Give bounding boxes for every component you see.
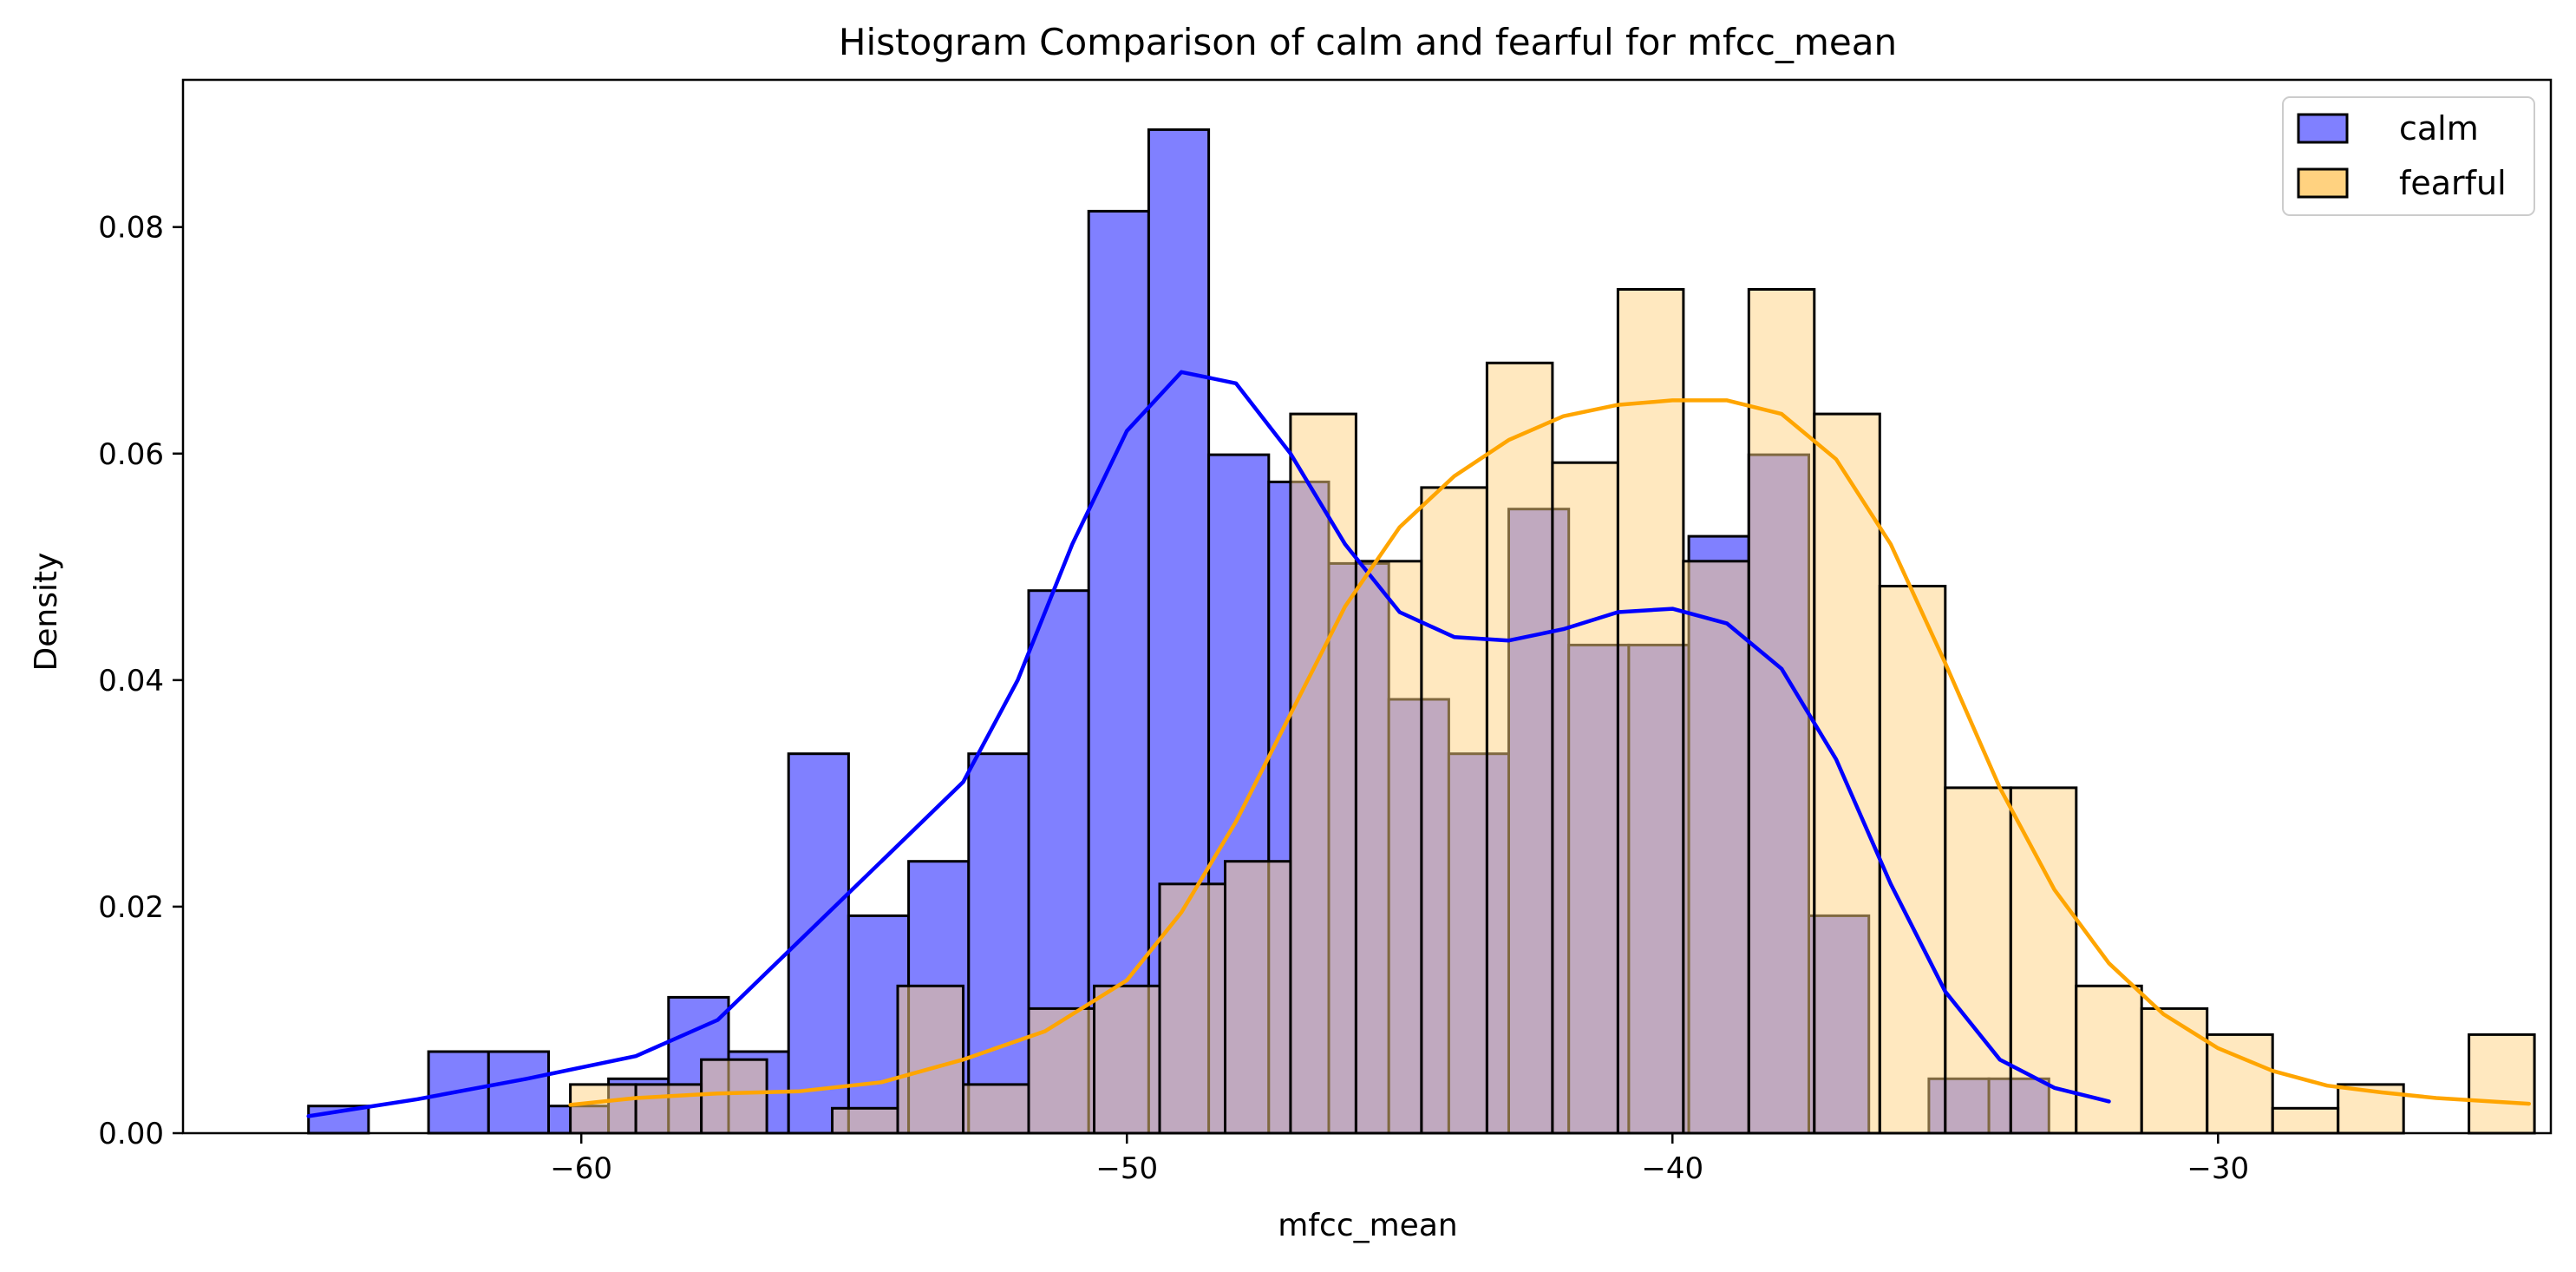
y-tick-label: 0.06 [98,437,164,472]
y-tick-label: 0.08 [98,211,164,246]
bar-fearful [1682,560,1750,1135]
bar-fearful [1485,361,1554,1135]
bar-calm [487,1050,550,1135]
bar-fearful [1027,1006,1095,1135]
bar-fearful [2009,786,2078,1135]
x-tick-label: −40 [1641,1151,1703,1186]
bar-fearful [896,984,964,1135]
plot-area: −60 −50 −40 −30 0.00 0.02 0.04 0.06 0.08 [98,78,2553,1186]
y-tick-label: 0.04 [98,664,164,698]
y-axis-label: Density [29,553,64,672]
bar-fearful [1093,984,1161,1135]
kde-line-fearful [568,398,2532,1107]
bar-fearful [2271,1106,2340,1135]
bar-fearful [634,1083,703,1135]
kde-line-calm [306,370,2111,1118]
bar-fearful [1944,786,2012,1135]
y-tick-label: 0.02 [98,890,164,925]
bar-fearful [1289,412,1357,1135]
bar-fearful [1616,288,1685,1135]
x-tick-label: −50 [1095,1151,1158,1186]
legend-label-fearful: fearful [2399,164,2507,202]
bar-fearful [2075,984,2143,1135]
bar-fearful [1420,486,1488,1135]
legend-label-calm: calm [2399,109,2479,148]
bar-fearful [1158,882,1226,1135]
bar-fearful [569,1083,637,1135]
bar-fearful [1813,412,1881,1135]
bar-fearful [700,1058,768,1135]
bar-fearful [962,1083,1030,1135]
axes-frame [181,78,2553,1135]
x-tick-label: −30 [2187,1151,2249,1186]
bars-fearful [569,288,2536,1135]
bar-fearful [1551,461,1619,1135]
bar-calm [1087,209,1150,1135]
x-tick-label: −60 [550,1151,612,1186]
chart-title: Histogram Comparison of calm and fearful… [839,21,1897,63]
legend-swatch-fearful [2297,167,2349,199]
bar-fearful [2468,1033,2536,1135]
legend-swatch-calm [2297,113,2349,144]
x-axis-label: mfcc_mean [1278,1208,1457,1243]
y-tick-label: 0.00 [98,1117,164,1151]
bar-fearful [2140,1006,2209,1135]
legend: calm fearful [2282,96,2535,216]
bar-calm [967,752,1030,1135]
bar-fearful [1354,560,1423,1135]
bar-fearful [1224,860,1292,1135]
bar-fearful [1878,585,1947,1135]
bar-fearful [831,1106,899,1135]
